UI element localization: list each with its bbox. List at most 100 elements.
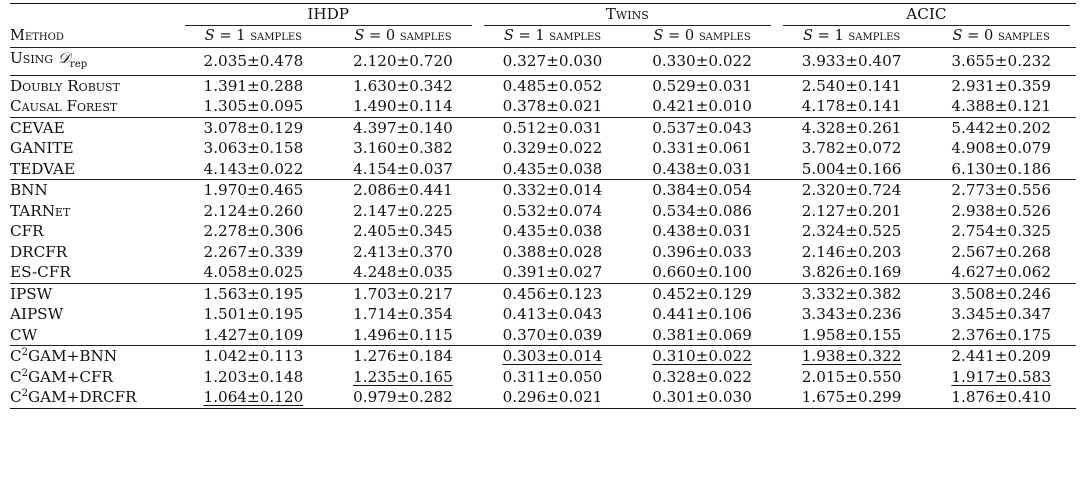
cell-value: 2.035±0.478 [178,46,329,76]
method-name: CFR [10,222,44,241]
cell-value: 0.381±0.069 [652,325,752,344]
cell-value: 2.413±0.370 [353,242,453,261]
method-name: TARNet [10,201,71,220]
cell-value: 2.931±0.359 [926,74,1076,97]
cell-value: 2.320±0.724 [776,179,927,201]
cell-value: 2.754±0.325 [951,222,1052,241]
table-row: C2GAM+CFR 1.203±0.148 1.235±0.165 0.311±… [10,367,1076,388]
method-name: Doubly Robust [10,74,179,97]
dataset-header-acic: ACIC [776,3,1076,26]
cell-value: 0.310±0.022 [627,345,777,367]
cell-value: 0.485±0.052 [477,74,628,97]
cell-value: 0.384±0.054 [627,179,777,201]
cell-value: 0.512±0.031 [477,116,628,139]
subheader-ihdp-s1: S = 1 samples [178,26,329,48]
cell-value: 1.876±0.410 [926,387,1076,409]
cell-value: 5.004±0.166 [801,159,902,178]
cell-value: 0.329±0.022 [502,139,603,158]
cell-value: 0.396±0.033 [652,242,752,261]
table-row: CW 1.427±0.109 1.496±0.115 0.370±0.039 0… [10,325,1076,346]
cell-value: 1.064±0.120 [178,387,329,409]
cell-value: 2.376±0.175 [951,325,1052,344]
cell-value: 5.442±0.202 [926,116,1076,139]
cell-value: 1.203±0.148 [203,367,304,386]
table-row: BNN 1.970±0.465 2.086±0.441 0.332±0.014 … [10,179,1076,201]
cell-value: 0.413±0.043 [502,305,603,324]
cell-value: 1.427±0.109 [203,325,304,344]
table-row: GANITE 3.063±0.158 3.160±0.382 0.329±0.0… [10,138,1076,159]
cell-value: 4.328±0.261 [776,116,927,139]
cell-value: 0.421±0.010 [652,97,752,116]
cell-value: 0.441±0.106 [652,305,752,324]
table-row: Using 𝒟rep 2.035±0.478 2.120±0.720 0.327… [10,46,1076,76]
subheader-acic-s1: S = 1 samples [776,26,927,48]
cell-value: 1.630±0.342 [328,74,478,97]
method-name: BNN [10,179,179,201]
cell-value: 0.328±0.022 [652,367,752,386]
dataset-header-twins: Twins [477,3,777,26]
cell-value: 3.826±0.169 [801,263,902,282]
subheader-ihdp-s0: S = 0 samples [328,26,478,48]
cell-value: 1.563±0.195 [178,282,329,305]
cell-value: 0.534±0.086 [652,201,752,220]
cell-value: 4.143±0.022 [203,159,304,178]
cell-value: 1.042±0.113 [178,345,329,367]
cell-value: 2.146±0.203 [801,242,902,261]
cell-value: 2.278±0.306 [203,222,304,241]
cell-value: 1.305±0.095 [203,97,304,116]
cell-value: 3.063±0.158 [203,139,304,158]
cell-value: 2.086±0.441 [328,179,478,201]
table-row: AIPSW 1.501±0.195 1.714±0.354 0.413±0.04… [10,304,1076,325]
cell-value: 2.540±0.141 [776,74,927,97]
cell-value: 0.438±0.031 [652,222,752,241]
method-name: ES-CFR [10,263,71,282]
cell-value: 0.327±0.030 [477,46,628,76]
cell-value: 0.532±0.074 [502,201,603,220]
cell-value: 1.391±0.288 [178,74,329,97]
cell-value: 3.655±0.232 [926,46,1076,76]
cell-value: 2.773±0.556 [926,179,1076,201]
cell-value: 0.979±0.282 [328,387,478,409]
cell-value: 4.627±0.062 [951,263,1052,282]
cell-value: 0.529±0.031 [627,74,777,97]
cell-value: 2.267±0.339 [203,242,304,261]
cell-value: 4.397±0.140 [328,116,478,139]
results-table: IHDP Twins ACIC Method S = 1 samples S =… [10,3,1076,409]
cell-value: 2.405±0.345 [353,222,453,241]
cell-value: 0.330±0.022 [627,46,777,76]
cell-value: 2.441±0.209 [926,345,1076,367]
table-row: C2GAM+BNN 1.042±0.113 1.276±0.184 0.303±… [10,345,1076,367]
cell-value: 0.452±0.129 [627,282,777,305]
table-row: IPSW 1.563±0.195 1.703±0.217 0.456±0.123… [10,282,1076,305]
cell-value: 1.496±0.115 [353,325,453,344]
table-row: ES-CFR 4.058±0.025 4.248±0.035 0.391±0.0… [10,262,1076,283]
cell-value: 2.127±0.201 [801,201,902,220]
cell-value: 0.388±0.028 [502,242,603,261]
method-name: CEVAE [10,116,179,139]
table-row: Causal Forest 1.305±0.095 1.490±0.114 0.… [10,96,1076,117]
method-name: TEDVAE [10,159,76,178]
cell-value: 1.490±0.114 [353,97,453,116]
cell-value: 1.501±0.195 [203,305,304,324]
subheader-row: Method S = 1 samples S = 0 samples S = 1… [10,26,1076,48]
subheader-twins-s0: S = 0 samples [627,26,777,48]
method-name: CW [10,325,38,344]
method-name: C2GAM+BNN [10,345,179,367]
cell-value: 2.147±0.225 [353,201,453,220]
cell-value: 0.370±0.039 [502,325,603,344]
cell-value: 0.378±0.021 [502,97,603,116]
cell-value: 0.438±0.031 [652,159,752,178]
table-row: C2GAM+DRCFR 1.064±0.120 0.979±0.282 0.29… [10,387,1076,409]
dataset-header-ihdp: IHDP [178,3,478,26]
cell-value: 0.301±0.030 [627,387,777,409]
table-row: Doubly Robust 1.391±0.288 1.630±0.342 0.… [10,74,1076,97]
cell-value: 1.276±0.184 [328,345,478,367]
method-name: DRCFR [10,242,68,261]
cell-value: 1.958±0.155 [801,325,902,344]
cell-value: 4.178±0.141 [801,97,902,116]
table-row: TARNet 2.124±0.260 2.147±0.225 0.532±0.0… [10,201,1076,222]
table-row: TEDVAE 4.143±0.022 4.154±0.037 0.435±0.0… [10,159,1076,180]
cell-value: 3.160±0.382 [353,139,453,158]
cell-value: 3.933±0.407 [776,46,927,76]
table-row: CEVAE 3.078±0.129 4.397±0.140 0.512±0.03… [10,116,1076,139]
